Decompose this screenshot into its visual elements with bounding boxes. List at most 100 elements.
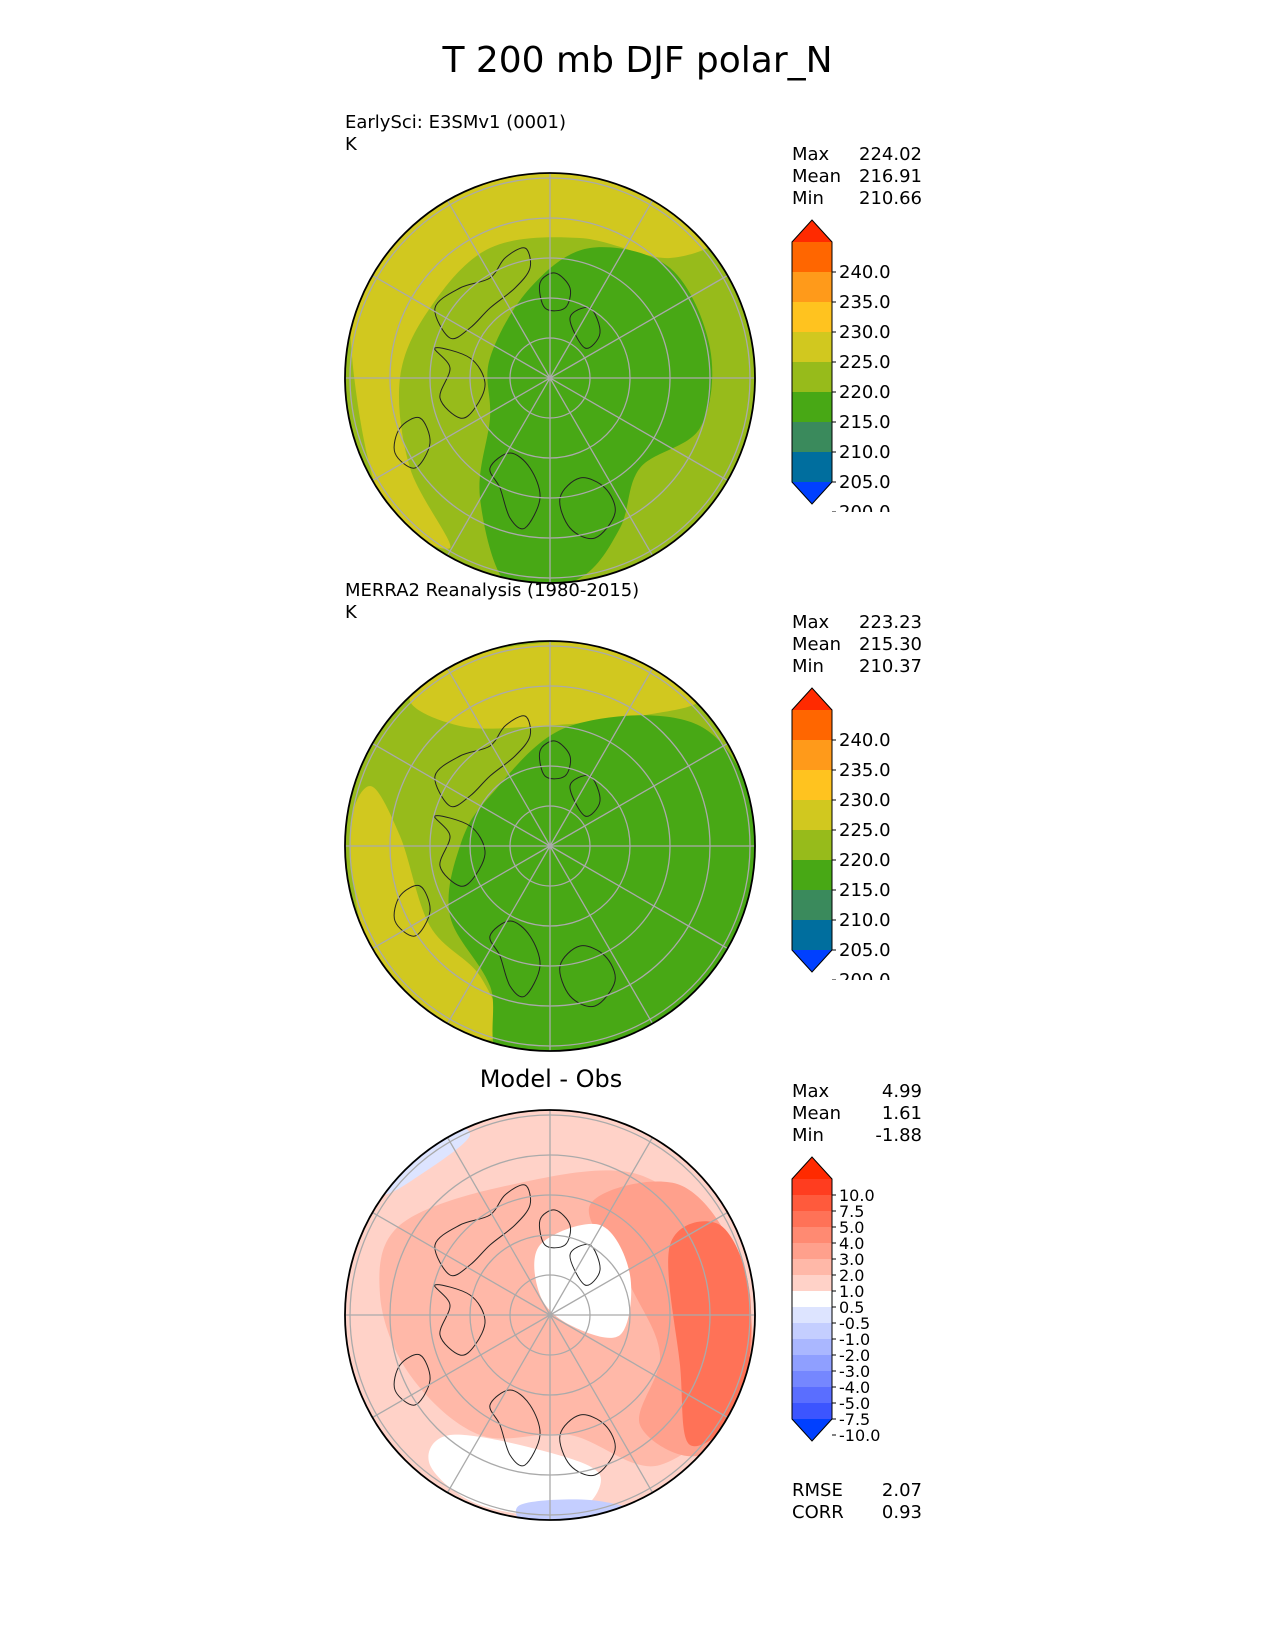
meridian-line: [446, 845, 551, 1024]
panel-difference: Model - Obs Max 4.99 Mean 1.61 Min -1.88 10…: [0, 1065, 1275, 1565]
stat-min: Min -1.88: [792, 1125, 922, 1147]
stat-value: 224.02: [859, 144, 922, 165]
stat-label: Min: [792, 1125, 824, 1146]
meridian-line: [549, 1137, 654, 1316]
colorbar-tick-label: -5.0: [839, 1394, 870, 1413]
colorbar-tick-label: 200.0: [839, 502, 891, 512]
panel-reference: MERRA2 Reanalysis (1980-2015) K Max 223.2…: [0, 580, 1275, 1070]
meridian-line: [549, 845, 654, 1024]
colorbar-tick-label: 210.0: [839, 442, 891, 463]
coastline: [489, 1389, 541, 1467]
colorbar-segment: [792, 1211, 832, 1228]
colorbar-segment: [792, 272, 832, 303]
colorbar-segment: [792, 452, 832, 483]
stat-value: 215.30: [859, 634, 922, 655]
colorbar-tick-label: 230.0: [839, 322, 891, 343]
colorbar-tick-label: -2.0: [839, 1346, 870, 1365]
colorbar-tick-label: 7.5: [839, 1202, 864, 1221]
metric-corr: CORR 0.93: [792, 1502, 922, 1524]
colorbar-segment: [792, 1323, 832, 1340]
meridian-line: [549, 1314, 728, 1419]
colorbar-test: 240.0 235.0 230.0 225.0 220.0 215.0 210.0 205.0…: [791, 219, 891, 512]
colorbar-tick-label: 205.0: [839, 472, 891, 493]
coastline: [559, 477, 616, 540]
colorbar-tick-label: 1.0: [839, 1282, 864, 1301]
graticule: [345, 641, 755, 1051]
colorbar-tick-label: 235.0: [839, 760, 891, 781]
coastline: [538, 1209, 572, 1249]
colorbar-segment: [792, 1259, 832, 1276]
coastline: [569, 306, 601, 349]
field-contour-region: [668, 1221, 752, 1447]
stat-value: -1.88: [875, 1125, 922, 1146]
metric-rmse: RMSE 2.07: [792, 1480, 922, 1502]
colorbar-segment: [792, 362, 832, 393]
colorbar-extend-max: [792, 688, 832, 710]
coastline: [434, 1184, 532, 1277]
field-contour-region: [448, 715, 755, 1051]
meridian-line: [549, 1314, 654, 1493]
colorbar-tick-label: 200.0: [839, 970, 891, 980]
meridian-line: [446, 377, 551, 556]
colorbar-extend-min: [792, 950, 832, 972]
stat-value: 4.99: [881, 1081, 922, 1102]
meridian-line: [372, 377, 551, 482]
coastline: [569, 1243, 601, 1286]
meridian-line: [446, 200, 551, 379]
colorbar-tick-label: -3.0: [839, 1362, 870, 1381]
colorbar-difference: 10.07.55.04.03.02.01.00.5-0.5-1.0-2.0-3.…: [791, 1156, 880, 1445]
meridian-line: [446, 1314, 551, 1493]
colorbar-tick-label: 215.0: [839, 412, 891, 433]
stat-min: Min 210.37: [792, 656, 922, 678]
polar-map-test: [344, 172, 756, 584]
coastline: [538, 740, 572, 780]
stat-mean: Mean 216.91: [792, 166, 922, 188]
meridian-line: [549, 377, 654, 556]
colorbar-extend-min: [792, 1419, 832, 1441]
graticule: [345, 173, 755, 583]
colorbar-segment: [792, 422, 832, 453]
coastline: [489, 920, 541, 998]
meridian-line: [549, 200, 654, 379]
colorbar-segment: [792, 1227, 832, 1244]
coastline: [434, 247, 532, 340]
colorbar-segment: [792, 1371, 832, 1388]
stat-label: Max: [792, 144, 830, 165]
metrics-box: RMSE 2.07 CORR 0.93: [792, 1480, 922, 1524]
colorbar-segment: [792, 1339, 832, 1356]
coastline: [559, 945, 616, 1008]
meridian-line: [372, 845, 551, 950]
polar-map-reference: [344, 640, 756, 1052]
colorbar-segment: [792, 332, 832, 363]
colorbar-segment: [792, 1403, 832, 1420]
stat-label: Max: [792, 612, 830, 633]
colorbar-tick-label: 215.0: [839, 880, 891, 901]
colorbar-tick-label: 2.0: [839, 1266, 864, 1285]
colorbar-tick-label: 225.0: [839, 352, 891, 373]
meridian-line: [372, 274, 551, 379]
colorbar-segment: [792, 770, 832, 801]
colorbar-tick-label: -1.0: [839, 1330, 870, 1349]
colorbar-tick-label: 210.0: [839, 910, 891, 931]
colorbar-tick-label: 230.0: [839, 790, 891, 811]
meridian-line: [549, 377, 728, 482]
coastline: [393, 416, 431, 469]
stats-box: Max 224.02 Mean 216.91 Min 210.66: [792, 144, 922, 210]
panel-units: K: [345, 134, 357, 155]
meridian-line: [549, 274, 728, 379]
map-boundary: [344, 640, 756, 1052]
coastline: [393, 1353, 431, 1406]
panel-title: Model - Obs: [479, 1065, 623, 1093]
meridian-line: [372, 1314, 551, 1419]
meridian-line: [446, 668, 551, 847]
colorbar-tick-label: 205.0: [839, 940, 891, 961]
graticule: [345, 1110, 755, 1520]
colorbar-segment: [792, 392, 832, 423]
stat-mean: Mean 215.30: [792, 634, 922, 656]
coastline: [569, 774, 601, 817]
colorbar-extend-min: [792, 482, 832, 504]
stat-label: Min: [792, 188, 824, 209]
stat-label: Max: [792, 1081, 830, 1102]
figure-title: T 200 mb DJF polar_N: [442, 40, 833, 81]
colorbar-tick-label: 220.0: [839, 850, 891, 871]
